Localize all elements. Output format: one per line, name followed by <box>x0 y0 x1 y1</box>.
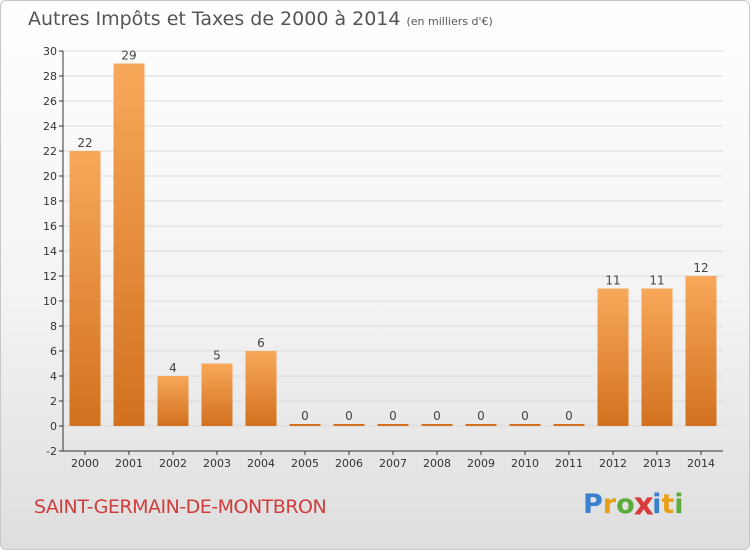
logo-letter: i <box>674 489 684 520</box>
y-tick-label: 18 <box>43 195 57 208</box>
value-label-2009: 0 <box>477 409 485 423</box>
value-label-2003: 5 <box>213 349 221 363</box>
y-tick-label: 0 <box>50 420 57 433</box>
bar-2004 <box>245 351 277 426</box>
y-tick-label: 14 <box>43 245 57 258</box>
value-label-2013: 11 <box>649 274 664 288</box>
value-label-2004: 6 <box>257 336 265 350</box>
bar-2002 <box>157 376 189 426</box>
x-tick-label-2005: 2005 <box>291 457 319 470</box>
value-label-2001: 29 <box>121 49 136 63</box>
chart-subtitle: (en milliers d'€) <box>406 15 493 28</box>
bar-2008 <box>421 424 453 426</box>
bar-2005 <box>289 424 321 426</box>
value-label-2010: 0 <box>521 409 529 423</box>
y-tick-label: 30 <box>43 45 57 58</box>
bar-2013 <box>641 288 673 426</box>
value-label-2005: 0 <box>301 409 309 423</box>
y-tick-label: 16 <box>43 220 57 233</box>
y-tick-label: -2 <box>46 445 57 458</box>
x-tick-label-2010: 2010 <box>511 457 539 470</box>
x-tick-label-2009: 2009 <box>467 457 495 470</box>
x-tick-label-2007: 2007 <box>379 457 407 470</box>
bar-2006 <box>333 424 365 426</box>
bar-2011 <box>553 424 585 426</box>
y-tick-label: 20 <box>43 170 57 183</box>
chart-title-text: Autres Impôts et Taxes de 2000 à 2014 <box>28 8 401 30</box>
y-tick-label: 6 <box>50 345 57 358</box>
y-tick-label: 10 <box>43 295 57 308</box>
value-label-2002: 4 <box>169 361 177 375</box>
logo-letter: o <box>616 489 635 520</box>
proxiti-logo: Proxiti <box>583 486 684 523</box>
value-label-2006: 0 <box>345 409 353 423</box>
x-tick-label-2012: 2012 <box>599 457 627 470</box>
y-tick-label: 4 <box>50 370 57 383</box>
value-label-2012: 11 <box>605 274 620 288</box>
value-label-2011: 0 <box>565 409 573 423</box>
axes <box>59 50 723 455</box>
y-tick-label: 8 <box>50 320 57 333</box>
value-label-2014: 12 <box>693 261 708 275</box>
x-tick-label-2011: 2011 <box>555 457 583 470</box>
logo-letter: i <box>652 489 662 520</box>
x-tick-label-2002: 2002 <box>159 457 187 470</box>
x-tick-label-2014: 2014 <box>687 457 715 470</box>
labels: -202468101214161820222426283022200029200… <box>43 45 715 470</box>
logo-letter: P <box>583 489 603 520</box>
x-tick-label-2013: 2013 <box>643 457 671 470</box>
y-tick-label: 26 <box>43 95 57 108</box>
y-tick-label: 12 <box>43 270 57 283</box>
bar-2003 <box>201 363 233 426</box>
y-tick-label: 22 <box>43 145 57 158</box>
x-tick-label-2004: 2004 <box>247 457 275 470</box>
commune-name: SAINT-GERMAIN-DE-MONTBRON <box>34 496 327 518</box>
y-tick-label: 24 <box>43 120 57 133</box>
bar-2014 <box>685 276 717 426</box>
logo-letter: r <box>602 489 617 520</box>
bar-2012 <box>597 288 629 426</box>
value-label-2008: 0 <box>433 409 441 423</box>
bar-2001 <box>113 63 145 426</box>
x-tick-label-2001: 2001 <box>115 457 143 470</box>
value-label-2007: 0 <box>389 409 397 423</box>
bar-2009 <box>465 424 497 426</box>
y-tick-label: 28 <box>43 70 57 83</box>
bar-2007 <box>377 424 409 426</box>
y-tick-label: 2 <box>50 395 57 408</box>
bar-2000 <box>69 151 101 426</box>
bars <box>69 63 717 426</box>
value-label-2000: 22 <box>77 136 92 150</box>
x-tick-label-2000: 2000 <box>71 457 99 470</box>
bar-2010 <box>509 424 541 426</box>
logo-letter: t <box>661 489 675 520</box>
x-tick-label-2003: 2003 <box>203 457 231 470</box>
chart-title: Autres Impôts et Taxes de 2000 à 2014 (en… <box>28 8 493 30</box>
x-tick-label-2006: 2006 <box>335 457 363 470</box>
x-tick-label-2008: 2008 <box>423 457 451 470</box>
logo-letter: x <box>633 486 654 523</box>
